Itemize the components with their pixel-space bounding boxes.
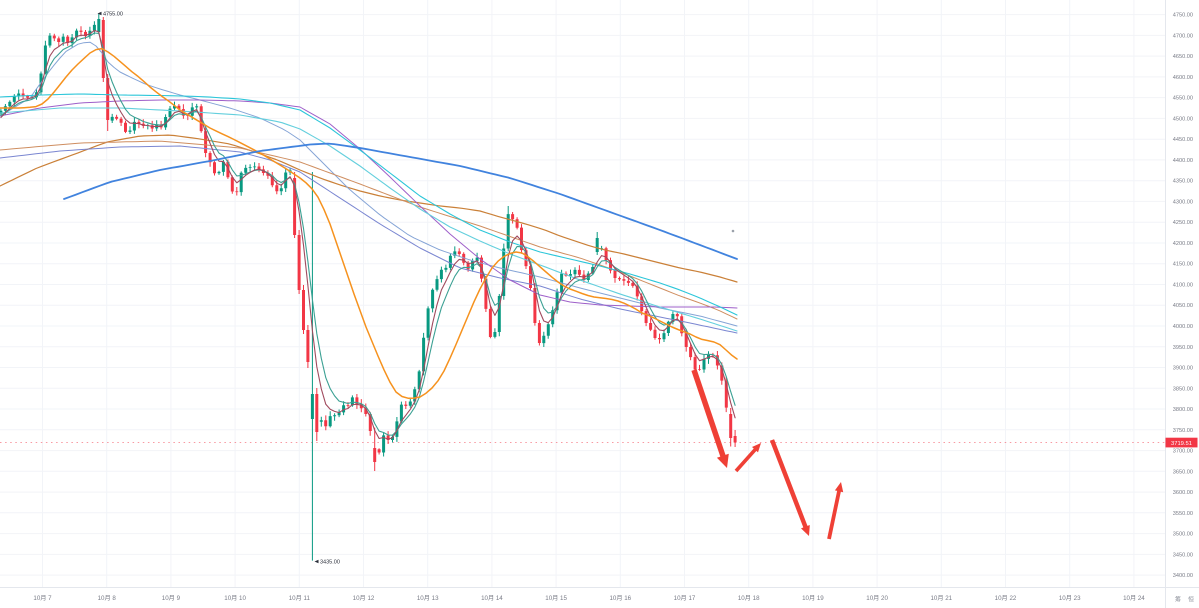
- svg-text:10月 11: 10月 11: [289, 595, 311, 602]
- svg-text:10月 9: 10月 9: [162, 595, 181, 602]
- svg-text:10月 23: 10月 23: [1059, 595, 1081, 602]
- svg-text:3550.00: 3550.00: [1173, 511, 1193, 517]
- svg-text:4700.00: 4700.00: [1173, 33, 1193, 39]
- svg-text:恒: 恒: [1188, 596, 1194, 604]
- svg-text:4250.00: 4250.00: [1173, 220, 1193, 226]
- svg-text:4650.00: 4650.00: [1173, 54, 1193, 60]
- svg-text:10月 13: 10月 13: [417, 595, 439, 602]
- svg-text:4750.00: 4750.00: [1173, 13, 1193, 19]
- svg-text:10月 19: 10月 19: [802, 595, 824, 602]
- svg-text:4100.00: 4100.00: [1173, 283, 1193, 289]
- svg-text:4550.00: 4550.00: [1173, 96, 1193, 102]
- svg-text:3950.00: 3950.00: [1173, 345, 1193, 351]
- svg-text:3800.00: 3800.00: [1173, 407, 1193, 413]
- svg-text:3500.00: 3500.00: [1173, 532, 1193, 538]
- svg-text:4200.00: 4200.00: [1173, 241, 1193, 247]
- svg-text:10月 15: 10月 15: [545, 595, 567, 602]
- svg-text:筹: 筹: [1175, 596, 1181, 604]
- svg-text:4050.00: 4050.00: [1173, 303, 1193, 309]
- svg-text:10月 7: 10月 7: [33, 595, 52, 602]
- svg-text:10月 14: 10月 14: [481, 595, 503, 602]
- svg-text:4400.00: 4400.00: [1173, 158, 1193, 164]
- svg-text:4755.00: 4755.00: [103, 11, 123, 17]
- svg-text:4300.00: 4300.00: [1173, 199, 1193, 205]
- svg-text:10月 24: 10月 24: [1123, 595, 1145, 602]
- svg-text:10月 16: 10月 16: [609, 595, 631, 602]
- svg-text:4000.00: 4000.00: [1173, 324, 1193, 330]
- svg-text:10月 18: 10月 18: [738, 595, 760, 602]
- svg-text:10月 17: 10月 17: [674, 595, 696, 602]
- svg-text:3600.00: 3600.00: [1173, 490, 1193, 496]
- svg-text:3650.00: 3650.00: [1173, 469, 1193, 475]
- svg-text:10月 8: 10月 8: [98, 595, 117, 602]
- svg-text:4450.00: 4450.00: [1173, 137, 1193, 143]
- svg-text:3400.00: 3400.00: [1173, 573, 1193, 579]
- svg-text:3719.51: 3719.51: [1171, 441, 1192, 447]
- svg-text:10月 21: 10月 21: [930, 595, 952, 602]
- svg-text:3900.00: 3900.00: [1173, 366, 1193, 372]
- svg-text:10月 22: 10月 22: [995, 595, 1017, 602]
- svg-text:4150.00: 4150.00: [1173, 262, 1193, 268]
- svg-text:3850.00: 3850.00: [1173, 386, 1193, 392]
- svg-text:10月 20: 10月 20: [866, 595, 888, 602]
- svg-text:3700.00: 3700.00: [1173, 449, 1193, 455]
- svg-text:3750.00: 3750.00: [1173, 428, 1193, 434]
- svg-text:10月 10: 10月 10: [224, 595, 246, 602]
- svg-text:4350.00: 4350.00: [1173, 179, 1193, 185]
- svg-text:4500.00: 4500.00: [1173, 116, 1193, 122]
- svg-text:4600.00: 4600.00: [1173, 75, 1193, 81]
- svg-text:3450.00: 3450.00: [1173, 552, 1193, 558]
- svg-text:10月 12: 10月 12: [353, 595, 375, 602]
- svg-text:3435.00: 3435.00: [320, 559, 340, 565]
